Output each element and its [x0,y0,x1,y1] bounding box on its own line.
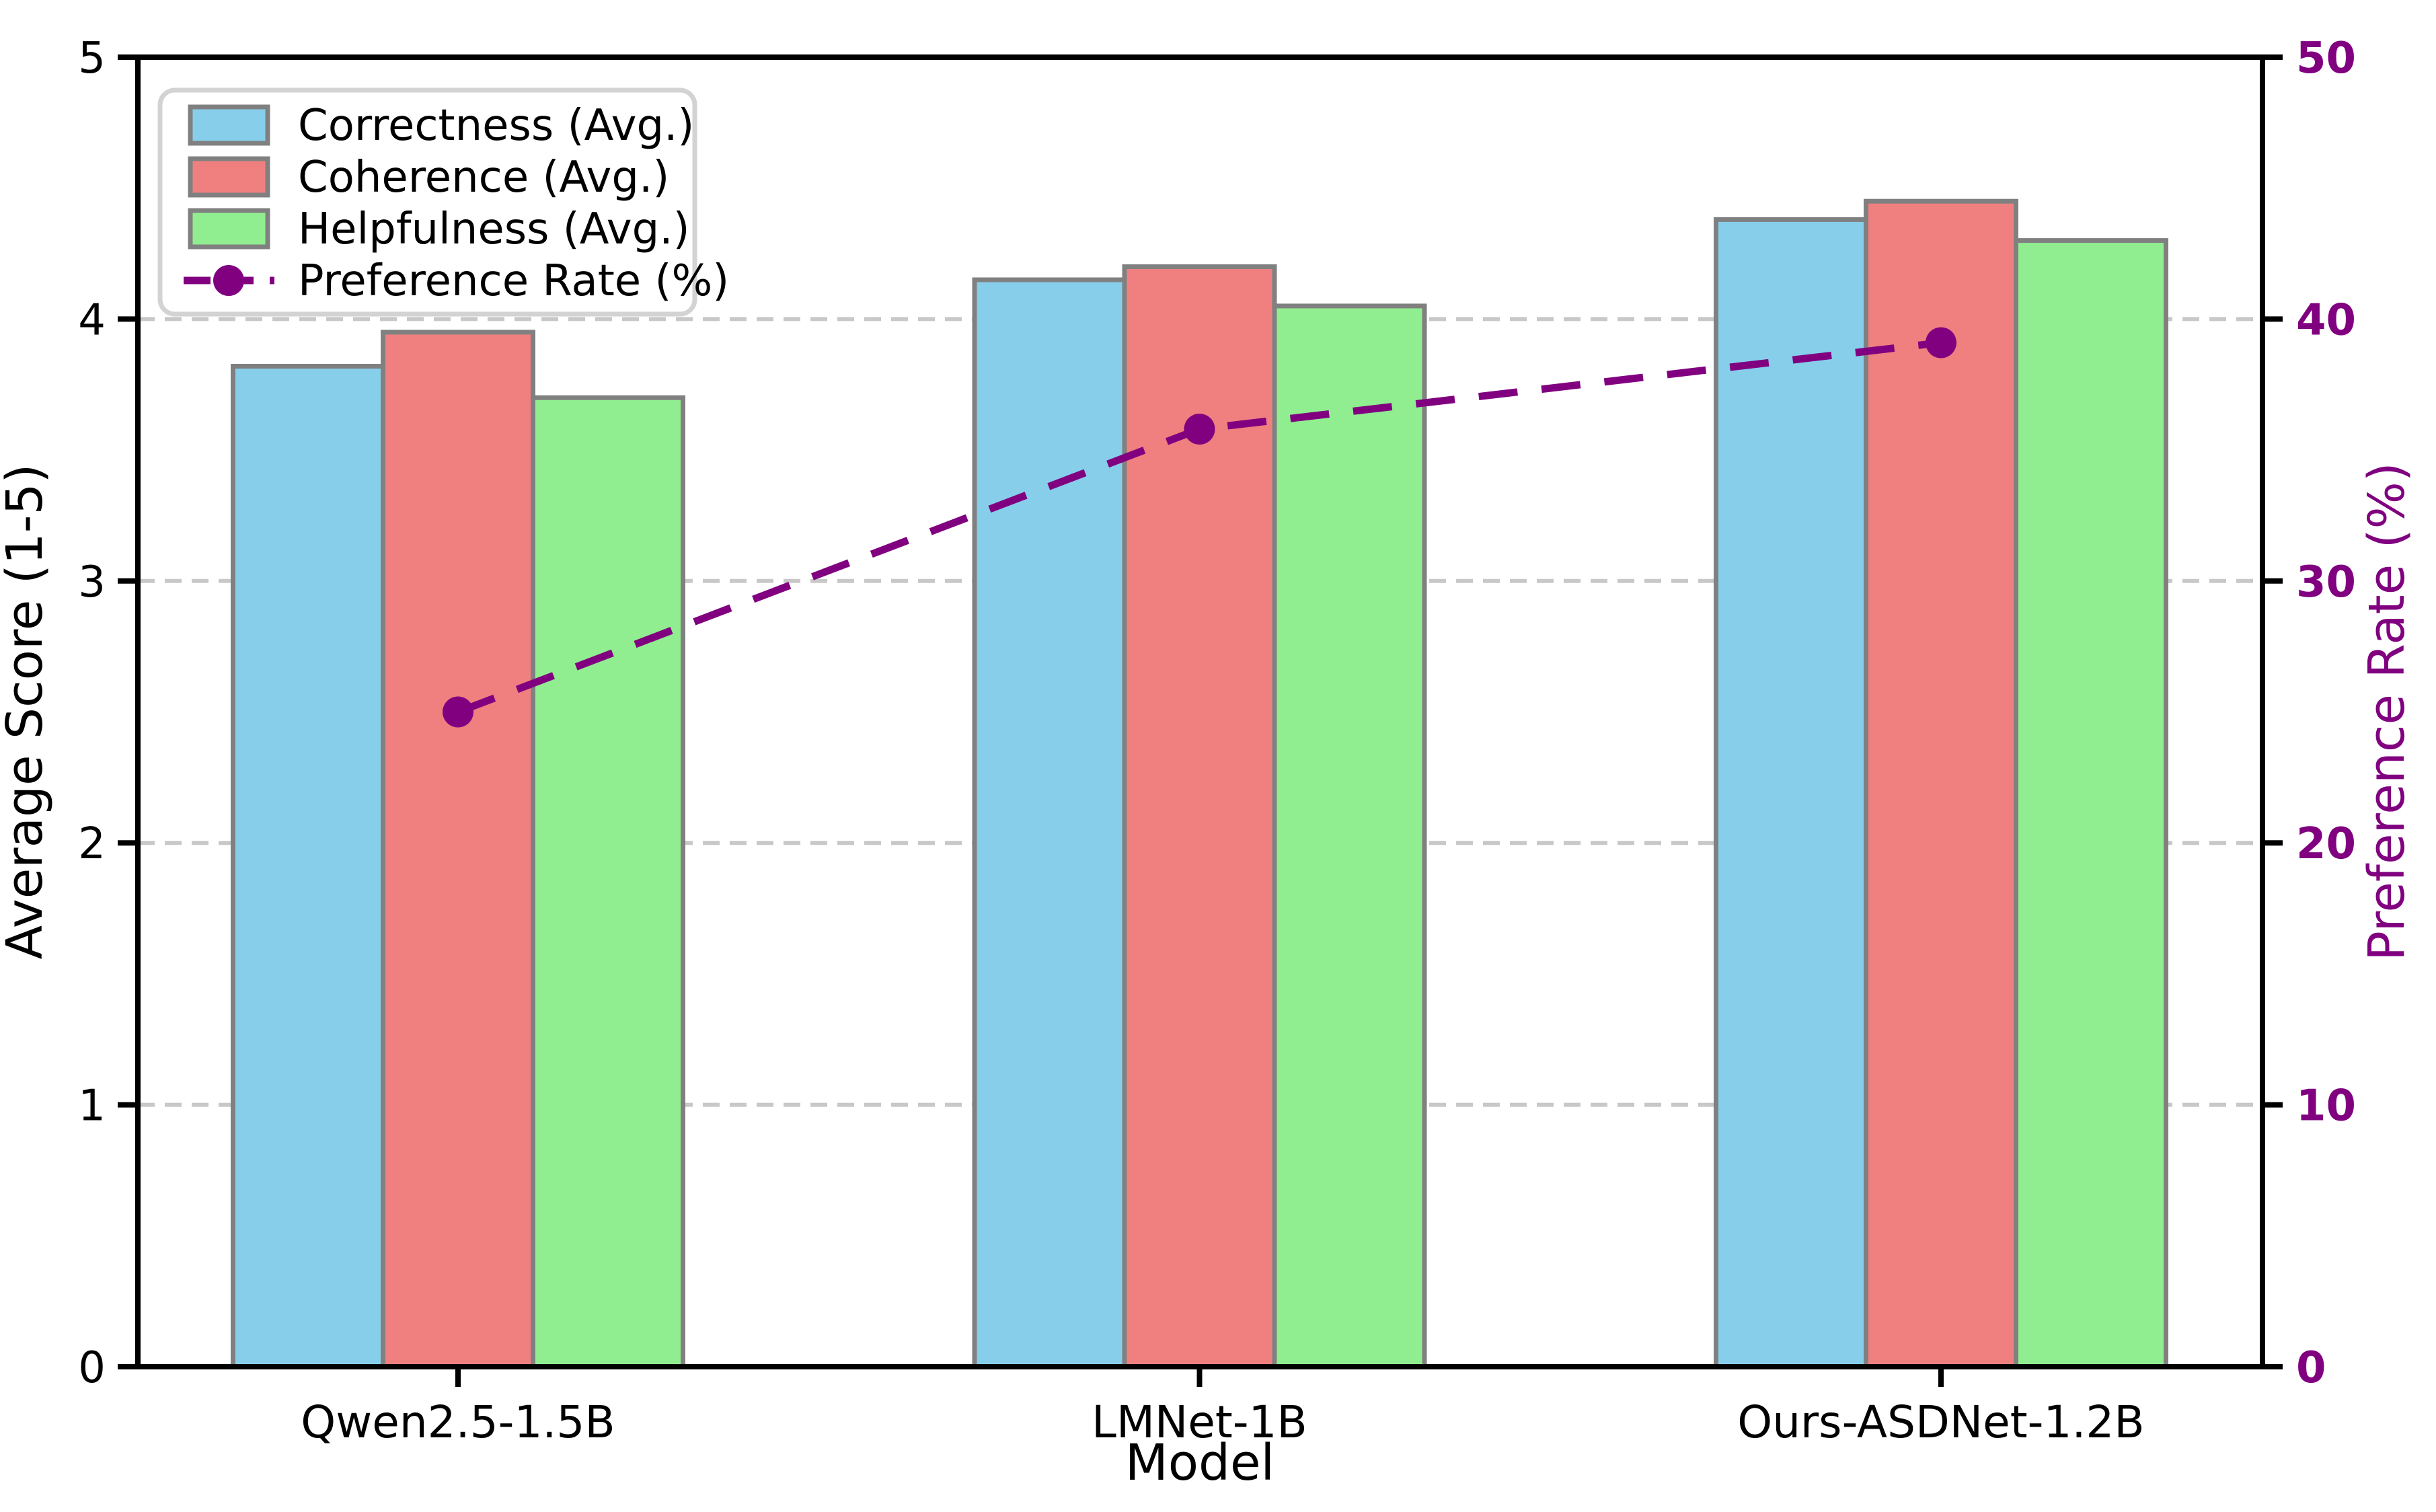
preference-rate-point-lmnet-1b [1184,413,1215,445]
legend-label: Preference Rate (%) [298,256,729,306]
bar-coherence-lmnet-1b [1122,264,1277,1369]
right-tick-label: 20 [2296,819,2356,869]
x-axis-title: Model [1125,1434,1274,1492]
left-tick-label: 2 [78,819,106,869]
left-tick-label: 3 [78,558,106,607]
legend-swatch [188,208,270,250]
right-tick-label: 0 [2296,1343,2326,1393]
bar-correctness-lmnet-1b [972,277,1127,1369]
bar-layer [231,198,2168,1369]
y-axis-title-left: Average Score (1-5) [0,464,54,960]
line-layer [443,327,1956,728]
legend-label: Helpfulness (Avg.) [298,204,690,254]
left-tick-label: 1 [78,1082,106,1131]
legend-marker [213,265,244,296]
bar-helpfulness-ours-asdnet-1.2b [2014,238,2168,1369]
bar-correctness-qwen2.5-1.5b [231,363,385,1369]
right-tick-label: 40 [2296,295,2356,345]
legend-layer: Correctness (Avg.)Coherence (Avg.)Helpfu… [157,87,729,317]
right-tick-label: 30 [2296,558,2356,607]
right-tick-label: 10 [2296,1082,2356,1131]
x-tick-label: LMNet-1B [1092,1396,1307,1448]
legend-box [157,87,697,317]
bar-coherence-qwen2.5-1.5b [381,330,535,1369]
preference-rate-point-ours-asdnet-1.2b [1926,327,1956,358]
bar-helpfulness-qwen2.5-1.5b [531,395,685,1369]
bar-correctness-ours-asdnet-1.2b [1714,217,1868,1369]
preference-rate-point-qwen2.5-1.5b [443,696,473,728]
legend-label: Coherence (Avg.) [298,153,669,202]
bar-helpfulness-lmnet-1b [1272,303,1427,1369]
legend-swatch [188,156,270,198]
left-tick-label: 5 [78,34,106,83]
left-tick-label: 0 [78,1343,106,1393]
legend-swatch [188,104,270,146]
right-tick-label: 50 [2296,34,2356,83]
x-tick-label: Qwen2.5-1.5B [301,1396,615,1448]
y-axis-title-right: Preference Rate (%) [2358,462,2416,960]
legend-label: Correctness (Avg.) [298,101,694,151]
x-tick-label: Ours-ASDNet-1.2B [1737,1396,2144,1448]
left-tick-label: 4 [78,295,106,345]
bar-coherence-ours-asdnet-1.2b [1864,198,2018,1369]
